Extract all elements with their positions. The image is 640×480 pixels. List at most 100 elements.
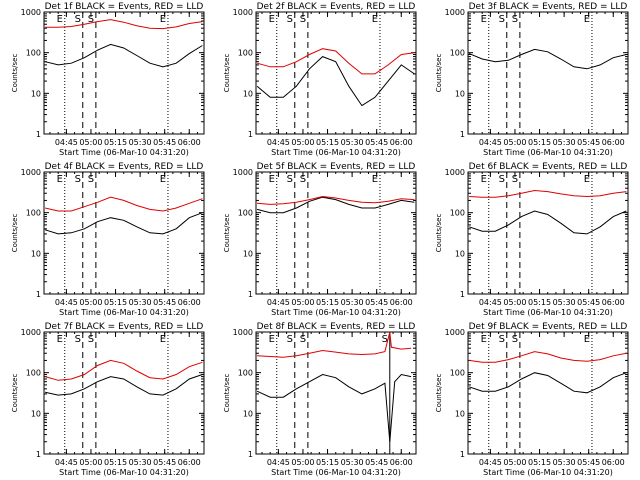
events-series-line [44,43,203,68]
x-tick-label: 05:45 [365,298,388,307]
marker-label: S [88,14,94,25]
x-tick-label: 05:00 [503,298,526,307]
y-axis-label: Counts/sec [435,214,443,253]
marker-label: S [287,174,293,185]
detector-panel-6: Det 6f BLACK = Events, RED = LLD 1 10 100 10… [435,162,629,317]
y-axis-label: Counts/sec [11,54,19,93]
x-tick-label: 05:45 [365,458,388,467]
x-tick-label: 05:00 [291,458,314,467]
y-tick-label: 100 [26,369,41,378]
marker-label: S [300,174,306,185]
y-tick-label: 1000 [233,8,253,17]
x-tick-label: 04:45 [479,138,502,147]
x-tick-label: 05:45 [577,298,600,307]
x-tick-label: 04:45 [55,458,78,467]
x-tick-label: 06:00 [390,138,413,147]
chart-title: Det 5f BLACK = Events, RED = LLD [257,162,416,172]
marker-label: E [269,14,275,25]
y-axis-label: Counts/sec [435,54,443,93]
x-tick-label: 05:30 [553,458,576,467]
y-tick-label: 1000 [233,168,253,177]
marker-label: E [57,334,63,345]
chart-title: Det 2f BLACK = Events, RED = LLD [257,2,416,12]
x-tick-label: 05:15 [316,298,339,307]
lld-series-line [257,331,412,358]
x-tick-label: 06:00 [390,298,413,307]
x-tick-label: 04:45 [267,138,290,147]
y-axis-label: Counts/sec [223,54,231,93]
marker-label: E [584,174,590,185]
x-tick-label: 06:00 [178,298,201,307]
lld-series-line [469,351,627,363]
y-tick-label: 100 [450,49,465,58]
detector-panel-7: Det 7f BLACK = Events, RED = LLD 1 10 100 10… [11,322,205,477]
x-tick-label: 05:45 [365,138,388,147]
plot-frame [467,11,629,135]
x-tick-label: 05:15 [528,458,551,467]
plot-frame [467,331,629,455]
x-axis-label: Start Time (06-Mar-10 04:31:20) [271,468,401,477]
chart-title: Det 3f BLACK = Events, RED = LLD [469,2,628,12]
x-tick-label: 05:30 [129,458,152,467]
plot-frame [43,11,205,135]
x-tick-label: 05:15 [528,138,551,147]
detector-panel-4: Det 4f BLACK = Events, RED = LLD 1 10 100 10… [11,162,205,317]
marker-label: E [584,14,590,25]
y-axis-label: Counts/sec [11,214,19,253]
x-axis-label: Start Time (06-Mar-10 04:31:20) [483,468,613,477]
x-tick-label: 05:45 [153,298,176,307]
events-series-line [256,196,415,214]
x-axis-label: Start Time (06-Mar-10 04:31:20) [483,148,613,157]
y-tick-label: 100 [26,49,41,58]
y-tick-label: 1000 [21,328,41,337]
x-tick-label: 05:15 [104,298,127,307]
x-tick-label: 05:30 [341,138,364,147]
detector-panel-5: Det 5f BLACK = Events, RED = LLD 1 10 100 10… [223,162,417,317]
x-tick-label: 05:30 [341,298,364,307]
x-tick-label: 05:45 [577,458,600,467]
detector-panel-3: Det 3f BLACK = Events, RED = LLD 1 10 100 10… [435,2,629,157]
chart-title: Det 4f BLACK = Events, RED = LLD [45,162,204,172]
events-series-line [256,373,412,442]
x-tick-label: 05:00 [503,138,526,147]
x-tick-label: 05:30 [553,298,576,307]
marker-label: E [160,334,166,345]
x-tick-label: 05:00 [79,458,102,467]
marker-label: S [287,14,293,25]
marker-label: E [57,14,63,25]
x-tick-label: 06:00 [602,458,625,467]
events-series-line [468,210,627,235]
x-tick-label: 05:15 [104,458,127,467]
y-tick-label: 1000 [233,328,253,337]
events-series-line [44,374,203,396]
y-tick-label: 1 [248,290,253,299]
chart-title: Det 7f BLACK = Events, RED = LLD [45,322,204,332]
x-tick-label: 06:00 [390,458,413,467]
x-tick-label: 05:00 [79,138,102,147]
lld-series-line [44,196,203,212]
marker-label: E [481,334,487,345]
y-tick-label: 10 [31,409,41,418]
plot-frame [255,11,417,135]
x-tick-label: 05:00 [291,298,314,307]
x-axis-label: Start Time (06-Mar-10 04:31:20) [59,308,189,317]
y-tick-label: 1 [36,290,41,299]
marker-label: E [481,14,487,25]
y-axis-label: Counts/sec [435,374,443,413]
x-tick-label: 05:45 [577,138,600,147]
chart-title: Det 6f BLACK = Events, RED = LLD [469,162,628,172]
y-tick-label: 10 [243,409,253,418]
detector-panel-8: Det 8f BLACK = Events, RED = LLD 1 10 100 10… [223,322,417,477]
x-tick-label: 05:00 [291,138,314,147]
marker-label: S [75,174,81,185]
detector-panel-9: Det 9f BLACK = Events, RED = LLD 1 10 100 10… [435,322,629,477]
events-series-line [44,212,203,235]
marker-label: E [481,174,487,185]
events-series-line [468,48,627,70]
x-tick-label: 05:15 [528,298,551,307]
marker-label: S [512,334,518,345]
x-tick-label: 06:00 [178,458,201,467]
x-tick-label: 05:00 [503,458,526,467]
y-axis-label: Counts/sec [223,214,231,253]
y-tick-label: 100 [238,369,253,378]
